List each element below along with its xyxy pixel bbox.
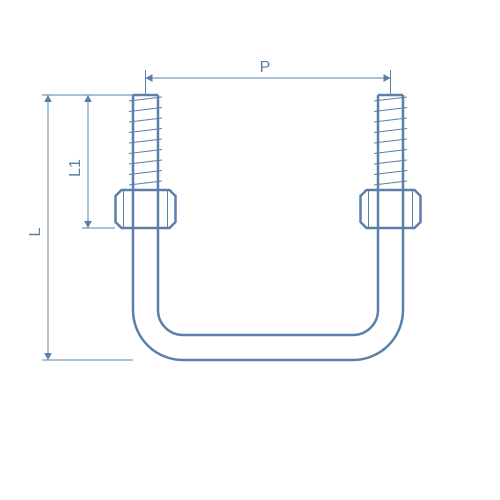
nut-right <box>361 190 421 228</box>
ubolt-outer <box>133 95 403 360</box>
ubolt-inner <box>158 95 378 335</box>
dim-p-label: P <box>260 59 271 76</box>
dim-l-label: L <box>27 227 44 236</box>
nut-left <box>116 190 176 228</box>
ubolt-diagram: P L L1 <box>0 0 500 500</box>
dim-l1-label: L1 <box>67 159 84 177</box>
